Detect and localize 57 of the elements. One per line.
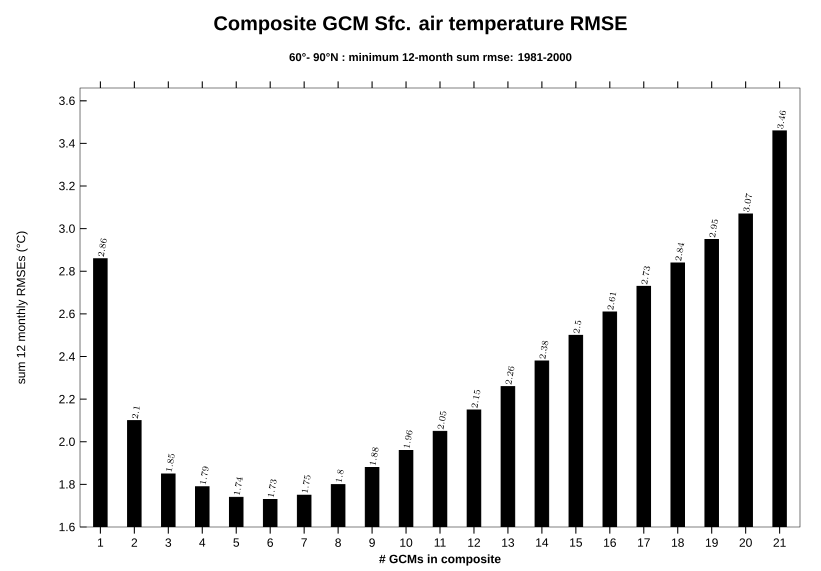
data-label: 1 . 79: [200, 466, 209, 484]
data-label: 2. 15: [472, 390, 480, 408]
data-label: 3. 07: [743, 193, 752, 212]
x-tick-label: 10: [400, 538, 412, 547]
x-tick-label: 14: [536, 538, 548, 547]
x-tick-label: 12: [468, 538, 480, 547]
y-tick-label: 3.4: [59, 139, 75, 148]
data-label: 2. 05: [438, 411, 446, 430]
y-tick-label: 2.8: [59, 267, 75, 276]
data-label: 3. 46: [777, 110, 786, 129]
y-tick-label: 2.2: [59, 394, 75, 404]
data-label: 1 . 74: [234, 477, 243, 496]
data-label: 2. 5: [573, 320, 582, 334]
chart-subtitle: 60°- 90°N : minimum 12-month sum rmse: 1981-2000: [290, 52, 572, 62]
data-label: 1 . 73: [268, 479, 277, 498]
x-tick-label: 2: [132, 538, 138, 547]
data-label: 1 . 8: [336, 470, 344, 482]
x-tick-label: 20: [740, 538, 752, 547]
x-tick-label: 9: [369, 538, 375, 547]
x-tick-label: 11: [434, 538, 446, 547]
x-tick-label: 1: [98, 538, 104, 547]
y-tick-label: 3.2: [59, 182, 75, 190]
x-tick-label: 15: [570, 538, 582, 547]
x-tick-label: 4: [199, 538, 206, 547]
y-tick-label: 2.6: [59, 310, 75, 318]
x-tick-label: 16: [604, 538, 616, 547]
data-label: 2. 84: [675, 242, 684, 262]
y-axis-title: sum 12 monthly RMSEs (°C): [16, 232, 28, 384]
x-tick-label: 18: [672, 538, 684, 547]
data-label: 1 . 75: [302, 475, 310, 493]
y-tick-label: 2.4: [59, 352, 75, 361]
data-label: 2. 73: [641, 266, 650, 285]
chart-title: Composite GCM Sfc. air temperature RMSE: [214, 16, 627, 34]
data-label: 2. 38: [539, 340, 548, 360]
x-tick-label: 6: [267, 538, 274, 547]
x-tick-label: 13: [502, 538, 514, 547]
x-tick-label: 19: [706, 538, 718, 547]
data-label: 1 . 96: [404, 430, 412, 448]
y-tick-label: 1.8: [60, 480, 75, 489]
data-label: 1 . 88: [370, 447, 378, 466]
x-tick-label: 21: [774, 538, 786, 547]
y-tick-label: 2.0: [59, 437, 75, 446]
y-tick-label: 3.6: [59, 96, 75, 106]
data-label: 2. 26: [505, 366, 514, 385]
data-label: 2. 95: [709, 219, 718, 238]
x-tick-label: 5: [233, 538, 240, 547]
x-tick-label: 8: [335, 538, 341, 547]
x-tick-label: 3: [165, 538, 172, 547]
data-label: 2. 61: [607, 292, 616, 310]
x-tick-label: 7: [301, 538, 307, 547]
x-tick-label: 17: [638, 538, 650, 547]
data-label: 1 . 85: [166, 454, 175, 472]
data-label: 2. 1: [132, 406, 140, 419]
y-tick-label: 3.0: [59, 224, 75, 233]
x-axis-title: # GCMs in composite: [379, 554, 501, 566]
data-label: 2. 86: [98, 238, 107, 257]
y-tick-label: 1.6: [60, 522, 75, 532]
